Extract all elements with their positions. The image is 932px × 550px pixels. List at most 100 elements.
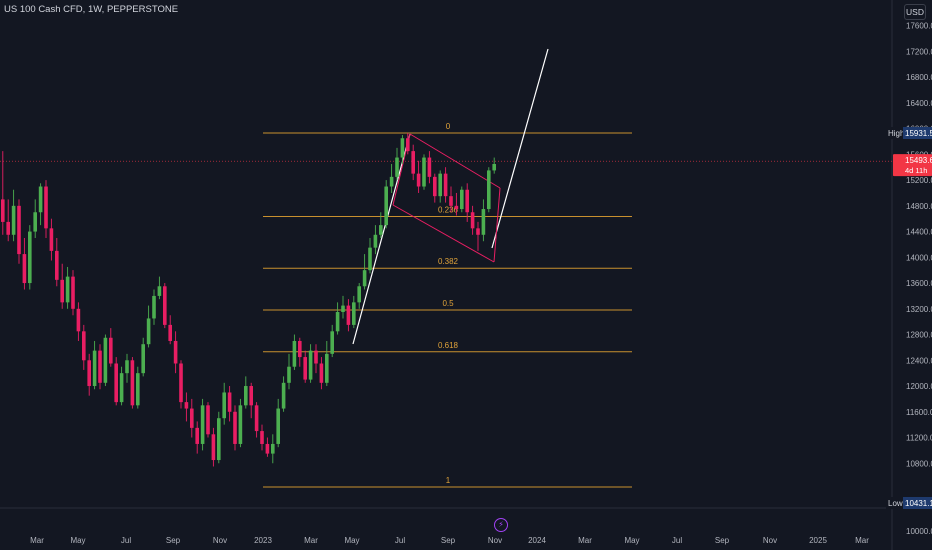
flag-channel-bottom[interactable] bbox=[392, 204, 495, 263]
candle-body bbox=[249, 386, 253, 406]
y-tick-label: 12000.0 bbox=[906, 382, 932, 391]
flag-channel-top[interactable] bbox=[409, 133, 501, 189]
candle-body bbox=[492, 163, 496, 171]
candle bbox=[55, 238, 59, 287]
x-tick-label: Nov bbox=[763, 536, 777, 545]
candle bbox=[443, 167, 448, 203]
low-marker-value-bg bbox=[903, 497, 932, 509]
lightning-icon[interactable]: ⚡ bbox=[494, 518, 508, 532]
candle-body bbox=[11, 205, 16, 235]
candle-body bbox=[433, 176, 437, 197]
candle bbox=[373, 225, 378, 255]
candle-body bbox=[190, 408, 194, 428]
candle-body bbox=[65, 276, 70, 303]
candle-body bbox=[92, 350, 97, 387]
candle-body bbox=[98, 350, 102, 383]
candle bbox=[362, 254, 367, 290]
candle bbox=[44, 180, 48, 239]
candle bbox=[395, 147, 399, 181]
x-tick-label: Mar bbox=[855, 536, 869, 545]
candle-body bbox=[454, 205, 459, 210]
candle-body bbox=[357, 286, 361, 303]
candle-body bbox=[465, 189, 469, 213]
candle bbox=[389, 163, 394, 193]
candle-body bbox=[217, 418, 221, 461]
candle bbox=[308, 344, 313, 383]
candle-body bbox=[146, 318, 151, 345]
candle bbox=[319, 357, 324, 390]
candle bbox=[190, 398, 194, 438]
x-tick-label: May bbox=[344, 536, 359, 545]
candle bbox=[341, 295, 345, 319]
candle bbox=[303, 350, 307, 383]
y-tick-label: 14000.0 bbox=[906, 253, 932, 262]
candle bbox=[465, 183, 469, 222]
candle-body bbox=[487, 170, 491, 210]
candle bbox=[314, 344, 318, 374]
candle bbox=[254, 402, 259, 438]
candle-body bbox=[103, 337, 108, 383]
high-marker-label: High bbox=[888, 129, 904, 138]
candle-body bbox=[368, 247, 372, 271]
trend-line-projection[interactable] bbox=[491, 48, 549, 249]
x-tick-label: Sep bbox=[715, 536, 730, 545]
candle-body bbox=[292, 340, 297, 367]
candle bbox=[330, 324, 334, 358]
candle-body bbox=[125, 360, 129, 374]
candle bbox=[368, 238, 372, 274]
candle bbox=[103, 334, 108, 387]
candle-body bbox=[168, 324, 172, 341]
candle-body bbox=[400, 138, 405, 158]
candle-body bbox=[271, 443, 275, 454]
candle-body bbox=[287, 366, 291, 383]
candle bbox=[119, 366, 124, 406]
fib-level-label: 0.236 bbox=[438, 206, 459, 215]
y-tick-label: 13200.0 bbox=[906, 305, 932, 314]
candle bbox=[454, 192, 459, 216]
candle bbox=[325, 340, 329, 387]
candle-body bbox=[238, 405, 243, 444]
fibonacci-retracement[interactable]: 0 0.236 0.382 0.5 0.618 1 bbox=[0, 122, 892, 488]
candle-body bbox=[141, 344, 145, 374]
candle bbox=[260, 424, 264, 451]
price-markers: High 15931.5 Low 10431.1 15493.64d 11h bbox=[886, 127, 932, 509]
candle-body bbox=[17, 205, 21, 255]
chart-title: US 100 Cash CFD, 1W, PEPPERSTONE bbox=[4, 4, 179, 15]
candle-body bbox=[38, 186, 43, 213]
candle bbox=[184, 392, 189, 422]
x-tick-label: Jul bbox=[121, 536, 131, 545]
candle-body bbox=[319, 363, 324, 383]
candle bbox=[422, 154, 426, 190]
candle-body bbox=[227, 392, 232, 412]
candle bbox=[265, 437, 270, 457]
trend-line-up[interactable] bbox=[352, 133, 411, 345]
candle bbox=[141, 337, 145, 377]
candle bbox=[222, 382, 226, 425]
candle-body bbox=[233, 411, 237, 444]
time-axis[interactable]: Mar May Jul Sep Nov 2023 Mar May Jul Sep Nov 2024 Ma… bbox=[0, 507, 892, 545]
candle-body bbox=[362, 270, 367, 287]
candle-body bbox=[179, 363, 183, 403]
y-tick-label: 16400.0 bbox=[906, 99, 932, 108]
candle bbox=[416, 160, 421, 193]
fib-level-label: 0.618 bbox=[438, 341, 459, 350]
candle-body bbox=[109, 337, 113, 364]
candle-body bbox=[308, 350, 313, 380]
candle bbox=[114, 357, 118, 406]
candle bbox=[492, 157, 496, 174]
candle-body bbox=[173, 340, 178, 364]
candle bbox=[179, 360, 183, 409]
candle bbox=[470, 205, 475, 235]
currency-button[interactable]: USD bbox=[904, 4, 926, 20]
candle-body bbox=[422, 157, 426, 187]
flag-channel-right[interactable] bbox=[493, 187, 501, 263]
candles bbox=[1, 133, 496, 467]
candle-body bbox=[416, 173, 421, 187]
candle-body bbox=[1, 199, 5, 222]
candle bbox=[125, 353, 129, 383]
trend-drawings[interactable] bbox=[352, 48, 549, 345]
candle-body bbox=[76, 308, 81, 332]
candle-body bbox=[411, 151, 415, 174]
candle bbox=[379, 212, 383, 239]
